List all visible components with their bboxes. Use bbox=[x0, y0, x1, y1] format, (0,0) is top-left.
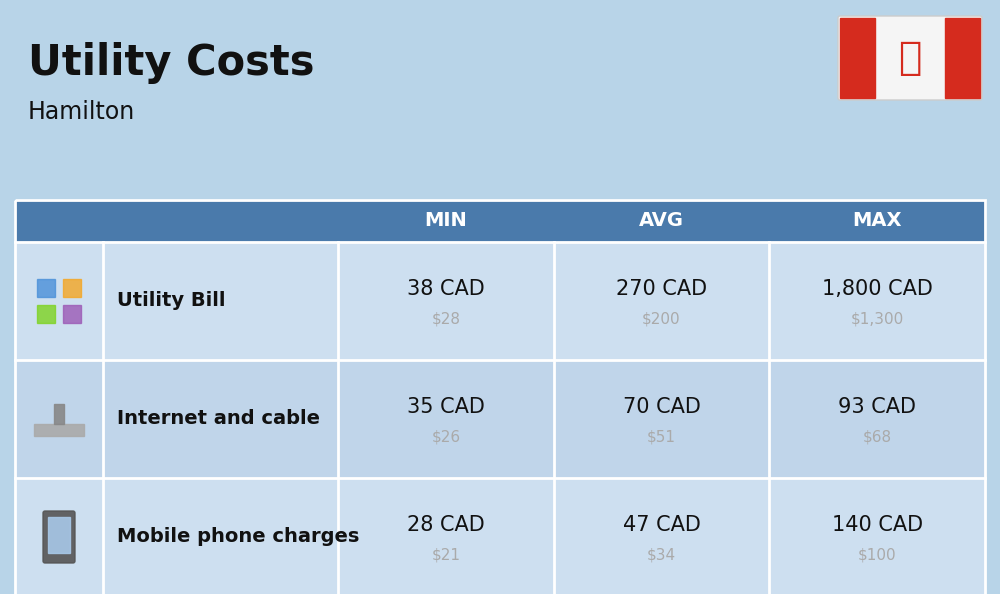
Bar bbox=[15, 200, 985, 242]
Text: 35 CAD: 35 CAD bbox=[407, 397, 485, 417]
Bar bbox=[37, 279, 55, 297]
Text: $68: $68 bbox=[863, 429, 892, 444]
Bar bbox=[945, 18, 980, 98]
Text: 🍁: 🍁 bbox=[898, 39, 922, 77]
Bar bbox=[15, 242, 985, 360]
Text: 140 CAD: 140 CAD bbox=[832, 515, 923, 535]
Text: $34: $34 bbox=[647, 548, 676, 563]
Text: 93 CAD: 93 CAD bbox=[838, 397, 916, 417]
Bar bbox=[63, 305, 81, 323]
Text: $1,300: $1,300 bbox=[851, 311, 904, 327]
Text: Internet and cable: Internet and cable bbox=[117, 409, 320, 428]
Text: $200: $200 bbox=[642, 311, 681, 327]
Bar bbox=[15, 478, 985, 594]
Text: 38 CAD: 38 CAD bbox=[407, 279, 485, 299]
Text: MIN: MIN bbox=[424, 211, 467, 230]
Text: MAX: MAX bbox=[852, 211, 902, 230]
Bar bbox=[15, 360, 985, 478]
Text: $21: $21 bbox=[431, 548, 460, 563]
Text: $26: $26 bbox=[431, 429, 460, 444]
Text: 47 CAD: 47 CAD bbox=[623, 515, 700, 535]
Text: 1,800 CAD: 1,800 CAD bbox=[822, 279, 933, 299]
Bar bbox=[63, 279, 81, 297]
Text: Hamilton: Hamilton bbox=[28, 100, 135, 124]
Bar bbox=[37, 305, 55, 323]
Bar bbox=[840, 18, 875, 98]
Bar bbox=[15, 200, 985, 594]
Text: Mobile phone charges: Mobile phone charges bbox=[117, 527, 359, 546]
FancyBboxPatch shape bbox=[838, 16, 982, 100]
Text: AVG: AVG bbox=[639, 211, 684, 230]
Bar bbox=[54, 404, 64, 424]
Text: $51: $51 bbox=[647, 429, 676, 444]
Text: Utility Costs: Utility Costs bbox=[28, 42, 314, 84]
Text: $100: $100 bbox=[858, 548, 896, 563]
Text: Utility Bill: Utility Bill bbox=[117, 292, 226, 311]
Bar bbox=[48, 517, 70, 553]
Text: 270 CAD: 270 CAD bbox=[616, 279, 707, 299]
Bar bbox=[34, 424, 84, 436]
FancyBboxPatch shape bbox=[43, 511, 75, 563]
Text: 28 CAD: 28 CAD bbox=[407, 515, 485, 535]
Text: 70 CAD: 70 CAD bbox=[623, 397, 700, 417]
Text: $28: $28 bbox=[431, 311, 460, 327]
